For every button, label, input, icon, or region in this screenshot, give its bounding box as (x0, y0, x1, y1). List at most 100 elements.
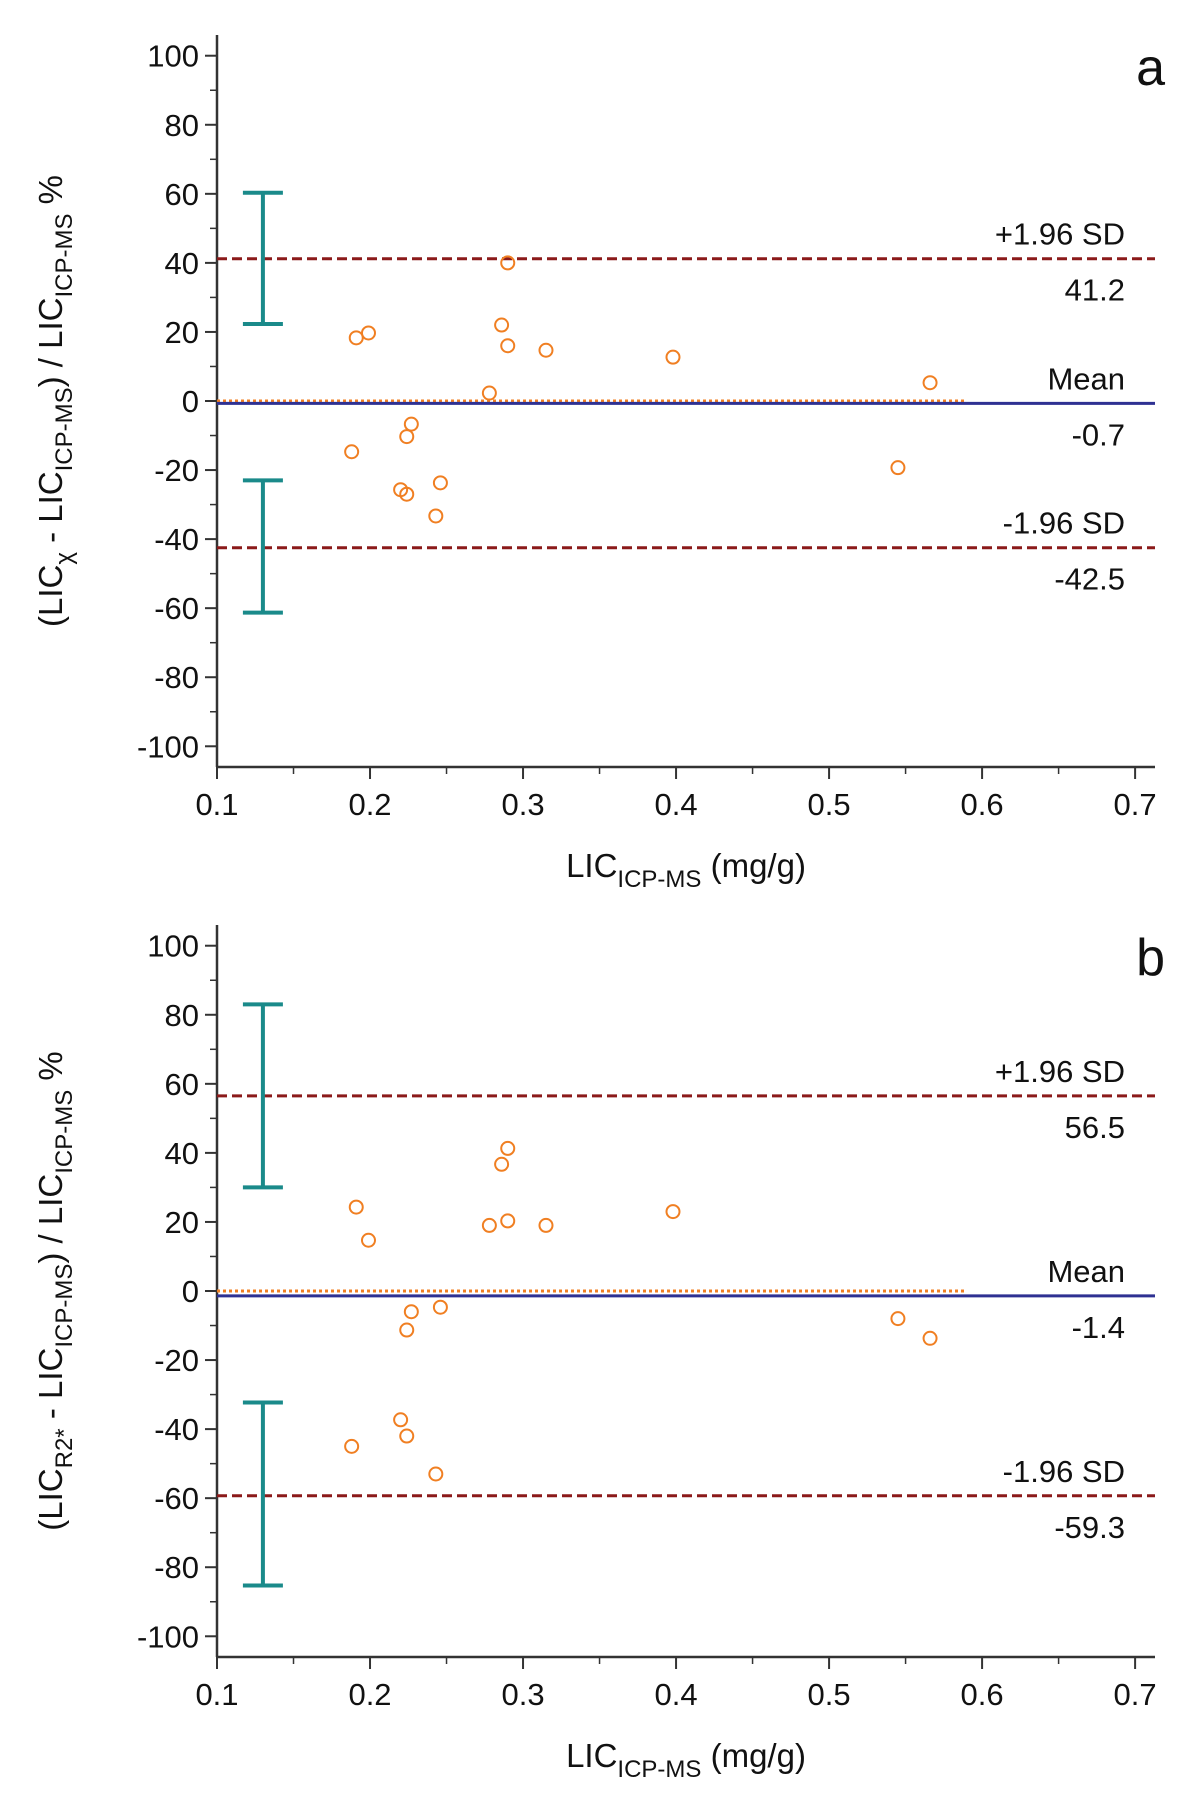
data-point (500, 1213, 516, 1229)
interval (242, 1400, 283, 1588)
y-tick-label: 100 (147, 929, 199, 964)
reference-value: 41.2 (1065, 273, 1125, 308)
y-tick-label: -100 (137, 729, 199, 764)
data-point (538, 1217, 554, 1233)
x-tick-label: 0.7 (1114, 787, 1157, 822)
reference-label: +1.96 SD (995, 1054, 1125, 1089)
y-label-subscript: ICP-MS (51, 1090, 78, 1174)
y-axis-label: (LICR2* - LICICP-MS) / LICICP-MS % (32, 1051, 78, 1530)
interval (242, 190, 283, 327)
y-tick-label: 40 (165, 1136, 199, 1171)
data-point (538, 342, 554, 358)
reference-label: -1.96 SD (1003, 506, 1125, 541)
y-tick-label: -60 (154, 1481, 199, 1516)
y-tick-label: -80 (154, 1550, 199, 1585)
data-point (348, 1199, 364, 1215)
data-point (360, 325, 376, 341)
x-tick-label: 0.1 (195, 1677, 238, 1712)
x-label-part: (mg/g) (701, 1737, 806, 1774)
data-point (428, 1466, 444, 1482)
y-label-part: % (32, 175, 69, 214)
data-point (399, 1322, 415, 1338)
data-point (500, 255, 516, 271)
data-point (500, 1140, 516, 1156)
y-tick-label: -80 (154, 660, 199, 695)
panel-label: a (1136, 39, 1165, 97)
x-tick-label: 0.3 (501, 787, 544, 822)
y-label-part: (LIC (32, 565, 69, 627)
panel-label: b (1136, 929, 1165, 987)
data-point (393, 1412, 409, 1428)
x-tick-label: 0.1 (195, 787, 238, 822)
data-point (399, 429, 415, 445)
x-axis-label: LICICP-MS (mg/g) (566, 1737, 806, 1783)
x-tick-label: 0.4 (654, 1677, 697, 1712)
y-tick-label: 80 (165, 108, 199, 143)
x-label-part: LIC (566, 847, 617, 884)
y-tick-label: 60 (165, 1067, 199, 1102)
y-label-subscript: R2* (51, 1428, 78, 1468)
data-point (399, 1428, 415, 1444)
y-tick-label: -40 (154, 1412, 199, 1447)
y-label-part: (LIC (32, 1468, 69, 1530)
reference-label: Mean (1047, 1254, 1125, 1289)
y-label-subscript: ICP-MS (51, 387, 78, 471)
y-label-part: ) / LIC (32, 1174, 69, 1264)
y-label-subscript: χ (51, 552, 78, 565)
data-point (481, 385, 497, 401)
y-tick-label: 60 (165, 177, 199, 212)
reference-value: -59.3 (1054, 1510, 1125, 1545)
data-point (665, 349, 681, 365)
data-point (344, 1438, 360, 1454)
data-point (665, 1204, 681, 1220)
x-tick-label: 0.4 (654, 787, 697, 822)
data-point (494, 317, 510, 333)
panel: -100 -80 -60 -40 -20 0 20 40 60 80 100 0.1 0.2 0.3 0.4… (32, 35, 1165, 893)
y-tick-label: -60 (154, 591, 199, 626)
y-tick-label: -20 (154, 453, 199, 488)
y-tick-label: 80 (165, 998, 199, 1033)
reference-value: 56.5 (1065, 1110, 1125, 1145)
data-point (432, 1299, 448, 1315)
reference-label: Mean (1047, 361, 1125, 396)
x-tick-label: 0.6 (961, 1677, 1004, 1712)
y-label-subscript: ICP-MS (51, 214, 78, 298)
data-point (922, 375, 938, 391)
x-label-part: LIC (566, 1737, 617, 1774)
data-point (428, 508, 444, 524)
reference-value: -0.7 (1072, 417, 1125, 452)
y-axis-label: (LICχ - LICICP-MS) / LICICP-MS % (32, 175, 78, 627)
x-tick-label: 0.5 (808, 1677, 851, 1712)
data-point (494, 1156, 510, 1172)
y-label-part: - LIC (32, 1348, 69, 1429)
x-tick-label: 0.2 (348, 1677, 391, 1712)
y-tick-label: 100 (147, 39, 199, 74)
y-tick-label: 20 (165, 315, 199, 350)
data-point (403, 416, 419, 432)
x-label-subscript: ICP-MS (617, 1756, 701, 1783)
y-tick-label: 40 (165, 246, 199, 281)
y-tick-label: 0 (182, 384, 199, 419)
y-tick-label: -40 (154, 522, 199, 557)
reference-value: -1.4 (1072, 1310, 1125, 1345)
data-point (500, 338, 516, 354)
y-tick-label: -20 (154, 1343, 199, 1378)
y-tick-label: -100 (137, 1619, 199, 1654)
y-tick-label: 20 (165, 1205, 199, 1240)
reference-label: +1.96 SD (995, 217, 1125, 252)
panel: -100 -80 -60 -40 -20 0 20 40 60 80 100 0.1 0.2 0.3 0.4… (32, 925, 1165, 1783)
data-point (890, 1311, 906, 1327)
data-point (399, 486, 415, 502)
data-point (481, 1217, 497, 1233)
x-tick-label: 0.6 (961, 787, 1004, 822)
x-axis-label: LICICP-MS (mg/g) (566, 847, 806, 893)
interval (242, 478, 283, 615)
reference-value: -42.5 (1054, 562, 1125, 597)
x-label-part: (mg/g) (701, 847, 806, 884)
x-tick-label: 0.3 (501, 1677, 544, 1712)
data-point (344, 444, 360, 460)
x-label-subscript: ICP-MS (617, 866, 701, 893)
y-tick-label: 0 (182, 1274, 199, 1309)
